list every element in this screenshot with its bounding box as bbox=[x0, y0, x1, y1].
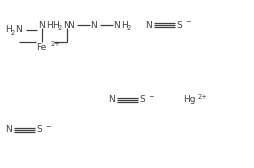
Text: Fe: Fe bbox=[36, 43, 46, 52]
Text: N: N bbox=[5, 125, 12, 135]
Text: N: N bbox=[63, 20, 70, 30]
Text: 2: 2 bbox=[127, 25, 131, 31]
Text: S: S bbox=[139, 95, 145, 104]
Text: N: N bbox=[15, 26, 22, 34]
Text: N: N bbox=[90, 20, 97, 30]
Text: Hg: Hg bbox=[183, 95, 196, 104]
Text: N: N bbox=[67, 20, 74, 30]
Text: N: N bbox=[108, 95, 115, 104]
Text: −: − bbox=[45, 124, 51, 130]
Text: N: N bbox=[113, 20, 120, 30]
Text: N: N bbox=[38, 20, 45, 30]
Text: N: N bbox=[145, 20, 152, 30]
Text: S: S bbox=[36, 125, 42, 135]
Text: H: H bbox=[121, 20, 128, 30]
Text: 2: 2 bbox=[58, 25, 62, 31]
Text: 2+: 2+ bbox=[51, 41, 61, 47]
Text: −: − bbox=[148, 94, 153, 100]
Text: S: S bbox=[176, 20, 182, 30]
Text: 2: 2 bbox=[11, 30, 15, 36]
Text: 2+: 2+ bbox=[198, 94, 208, 100]
Text: H: H bbox=[5, 26, 12, 34]
Text: H: H bbox=[52, 20, 59, 30]
Text: H: H bbox=[46, 20, 53, 30]
Text: −: − bbox=[185, 19, 190, 25]
